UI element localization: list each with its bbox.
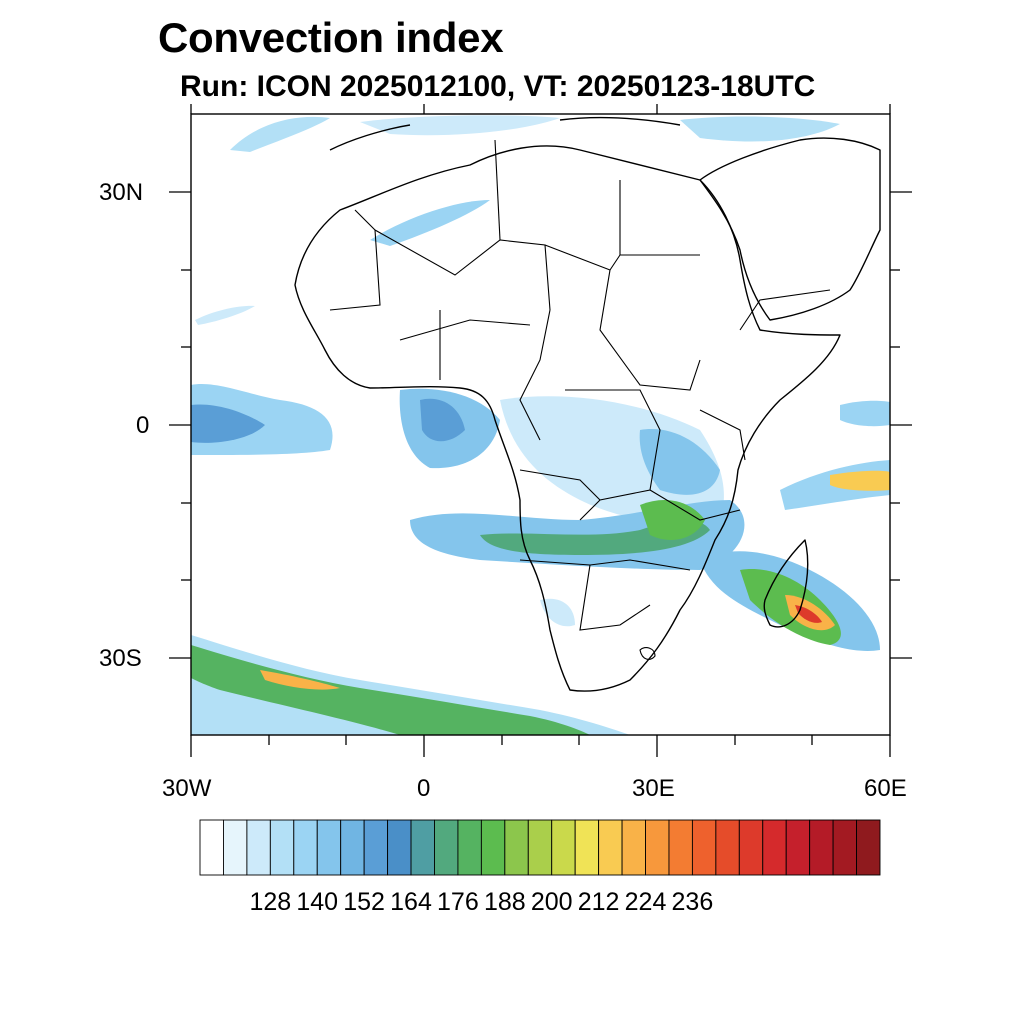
colorbar-cell	[199, 819, 224, 876]
field-indian-ocean-north	[840, 400, 890, 427]
figure-subtitle: Run: ICON 2025012100, VT: 20250123-18UTC	[180, 70, 816, 103]
colorbar-cell	[340, 819, 365, 876]
lat-label-0: 0	[136, 412, 150, 439]
field-southern-band-core	[191, 645, 590, 735]
colorbar-cell	[246, 819, 271, 876]
med-north-coast	[559, 116, 681, 126]
border-11	[579, 564, 651, 631]
border-16	[739, 289, 831, 331]
colorbar-label: 164	[390, 888, 432, 916]
field-malawi-core	[640, 500, 705, 540]
border-10	[519, 559, 691, 571]
colorbar-cell	[457, 819, 482, 876]
colorbar-label: 188	[483, 888, 526, 916]
colorbar-cell	[363, 819, 389, 876]
field-west-band	[195, 305, 255, 325]
colorbar-cell	[856, 819, 881, 876]
madagascar-coast	[763, 539, 809, 628]
colorbar-label: 236	[671, 888, 714, 916]
colorbar-cell	[269, 819, 295, 876]
axis-ticks	[169, 104, 912, 757]
border-6	[599, 269, 701, 391]
colorbar-cell	[410, 819, 435, 876]
colorbar-cell	[527, 819, 553, 876]
figure-title: Convection index	[158, 14, 504, 61]
coastlines	[294, 116, 881, 692]
lat-label-30n: 30N	[99, 179, 144, 206]
colorbar-cell	[762, 819, 787, 876]
colorbar-label: 152	[343, 888, 385, 916]
colorbar-cell	[621, 819, 646, 876]
border-9	[519, 469, 601, 501]
lon-label-0: 0	[417, 775, 431, 802]
colorbar-cell	[551, 819, 576, 876]
colorbar-cell	[738, 819, 764, 876]
iberia-coast	[329, 124, 411, 151]
colorbar-label: 176	[437, 888, 479, 916]
border-12	[699, 409, 746, 461]
field-north-band-3	[680, 116, 840, 142]
colorbar-cell	[574, 819, 600, 876]
colorbar-cell	[715, 819, 740, 876]
colorbar-cell	[316, 819, 342, 876]
colorbar-label: 212	[577, 888, 620, 916]
border-lesotho	[639, 647, 656, 660]
field-southern-band-peak	[260, 670, 340, 690]
colorbar-label: 200	[530, 888, 573, 916]
colorbar-label: 140	[296, 888, 339, 916]
field-madagascar-max	[795, 605, 822, 623]
arabia-coast	[699, 137, 881, 321]
field-atlantic-eq-core	[191, 404, 265, 443]
lat-label-30s: 30S	[99, 645, 142, 672]
border-3	[494, 139, 501, 241]
colorbar-cell	[668, 819, 693, 876]
colorbar-cell	[809, 819, 834, 876]
colorbar-cell	[480, 819, 506, 876]
country-borders	[329, 139, 831, 660]
lon-label-30e: 30E	[632, 775, 675, 802]
colorbar-cell	[434, 819, 459, 876]
colorbar	[199, 819, 881, 876]
field-north-band-2	[360, 115, 560, 136]
border-1	[329, 209, 381, 311]
colorbar-cell	[832, 819, 857, 876]
border-8	[565, 389, 661, 521]
colorbar-cell	[387, 819, 412, 876]
field-indian-ocean-core	[830, 470, 890, 491]
colorbar-label: 128	[249, 888, 292, 916]
field-north-band-1	[230, 116, 330, 152]
border-7	[519, 309, 551, 441]
africa-coast	[294, 145, 841, 692]
colorbar-cell	[645, 819, 670, 876]
lon-label-60e: 60E	[864, 775, 907, 802]
border-13	[649, 489, 741, 521]
field-sahara-band	[370, 200, 490, 246]
field-south-interior	[540, 598, 575, 627]
convection-field	[191, 115, 890, 735]
colorbar-cell	[222, 819, 248, 876]
colorbar-label: 224	[624, 888, 667, 916]
field-southern-band	[191, 635, 630, 735]
field-rift-valley	[639, 429, 720, 495]
colorbar-cell	[293, 819, 318, 876]
colorbar-cell	[598, 819, 623, 876]
colorbar-cell	[785, 819, 811, 876]
colorbar-cell	[691, 819, 717, 876]
border-15	[399, 319, 531, 341]
lon-label-30w: 30W	[162, 775, 212, 802]
field-gulf-guinea-core	[420, 398, 465, 442]
colorbar-cell	[504, 819, 529, 876]
border-4	[544, 244, 700, 271]
